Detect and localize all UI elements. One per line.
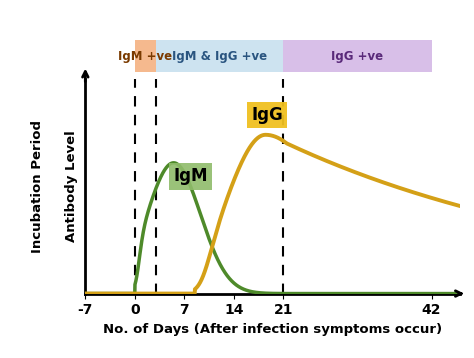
Bar <box>135 40 156 72</box>
Text: IgM +ve: IgM +ve <box>118 50 173 63</box>
Text: IgM & IgG +ve: IgM & IgG +ve <box>172 50 267 63</box>
Text: IgM: IgM <box>173 168 208 185</box>
Text: IgG: IgG <box>251 106 283 124</box>
Text: IgG +ve: IgG +ve <box>331 50 383 63</box>
Bar <box>156 40 283 72</box>
Bar <box>283 40 431 72</box>
Y-axis label: Antibody Level: Antibody Level <box>65 130 78 242</box>
X-axis label: No. of Days (After infection symptoms occur): No. of Days (After infection symptoms oc… <box>103 323 442 336</box>
Text: Incubation Period: Incubation Period <box>31 120 45 253</box>
